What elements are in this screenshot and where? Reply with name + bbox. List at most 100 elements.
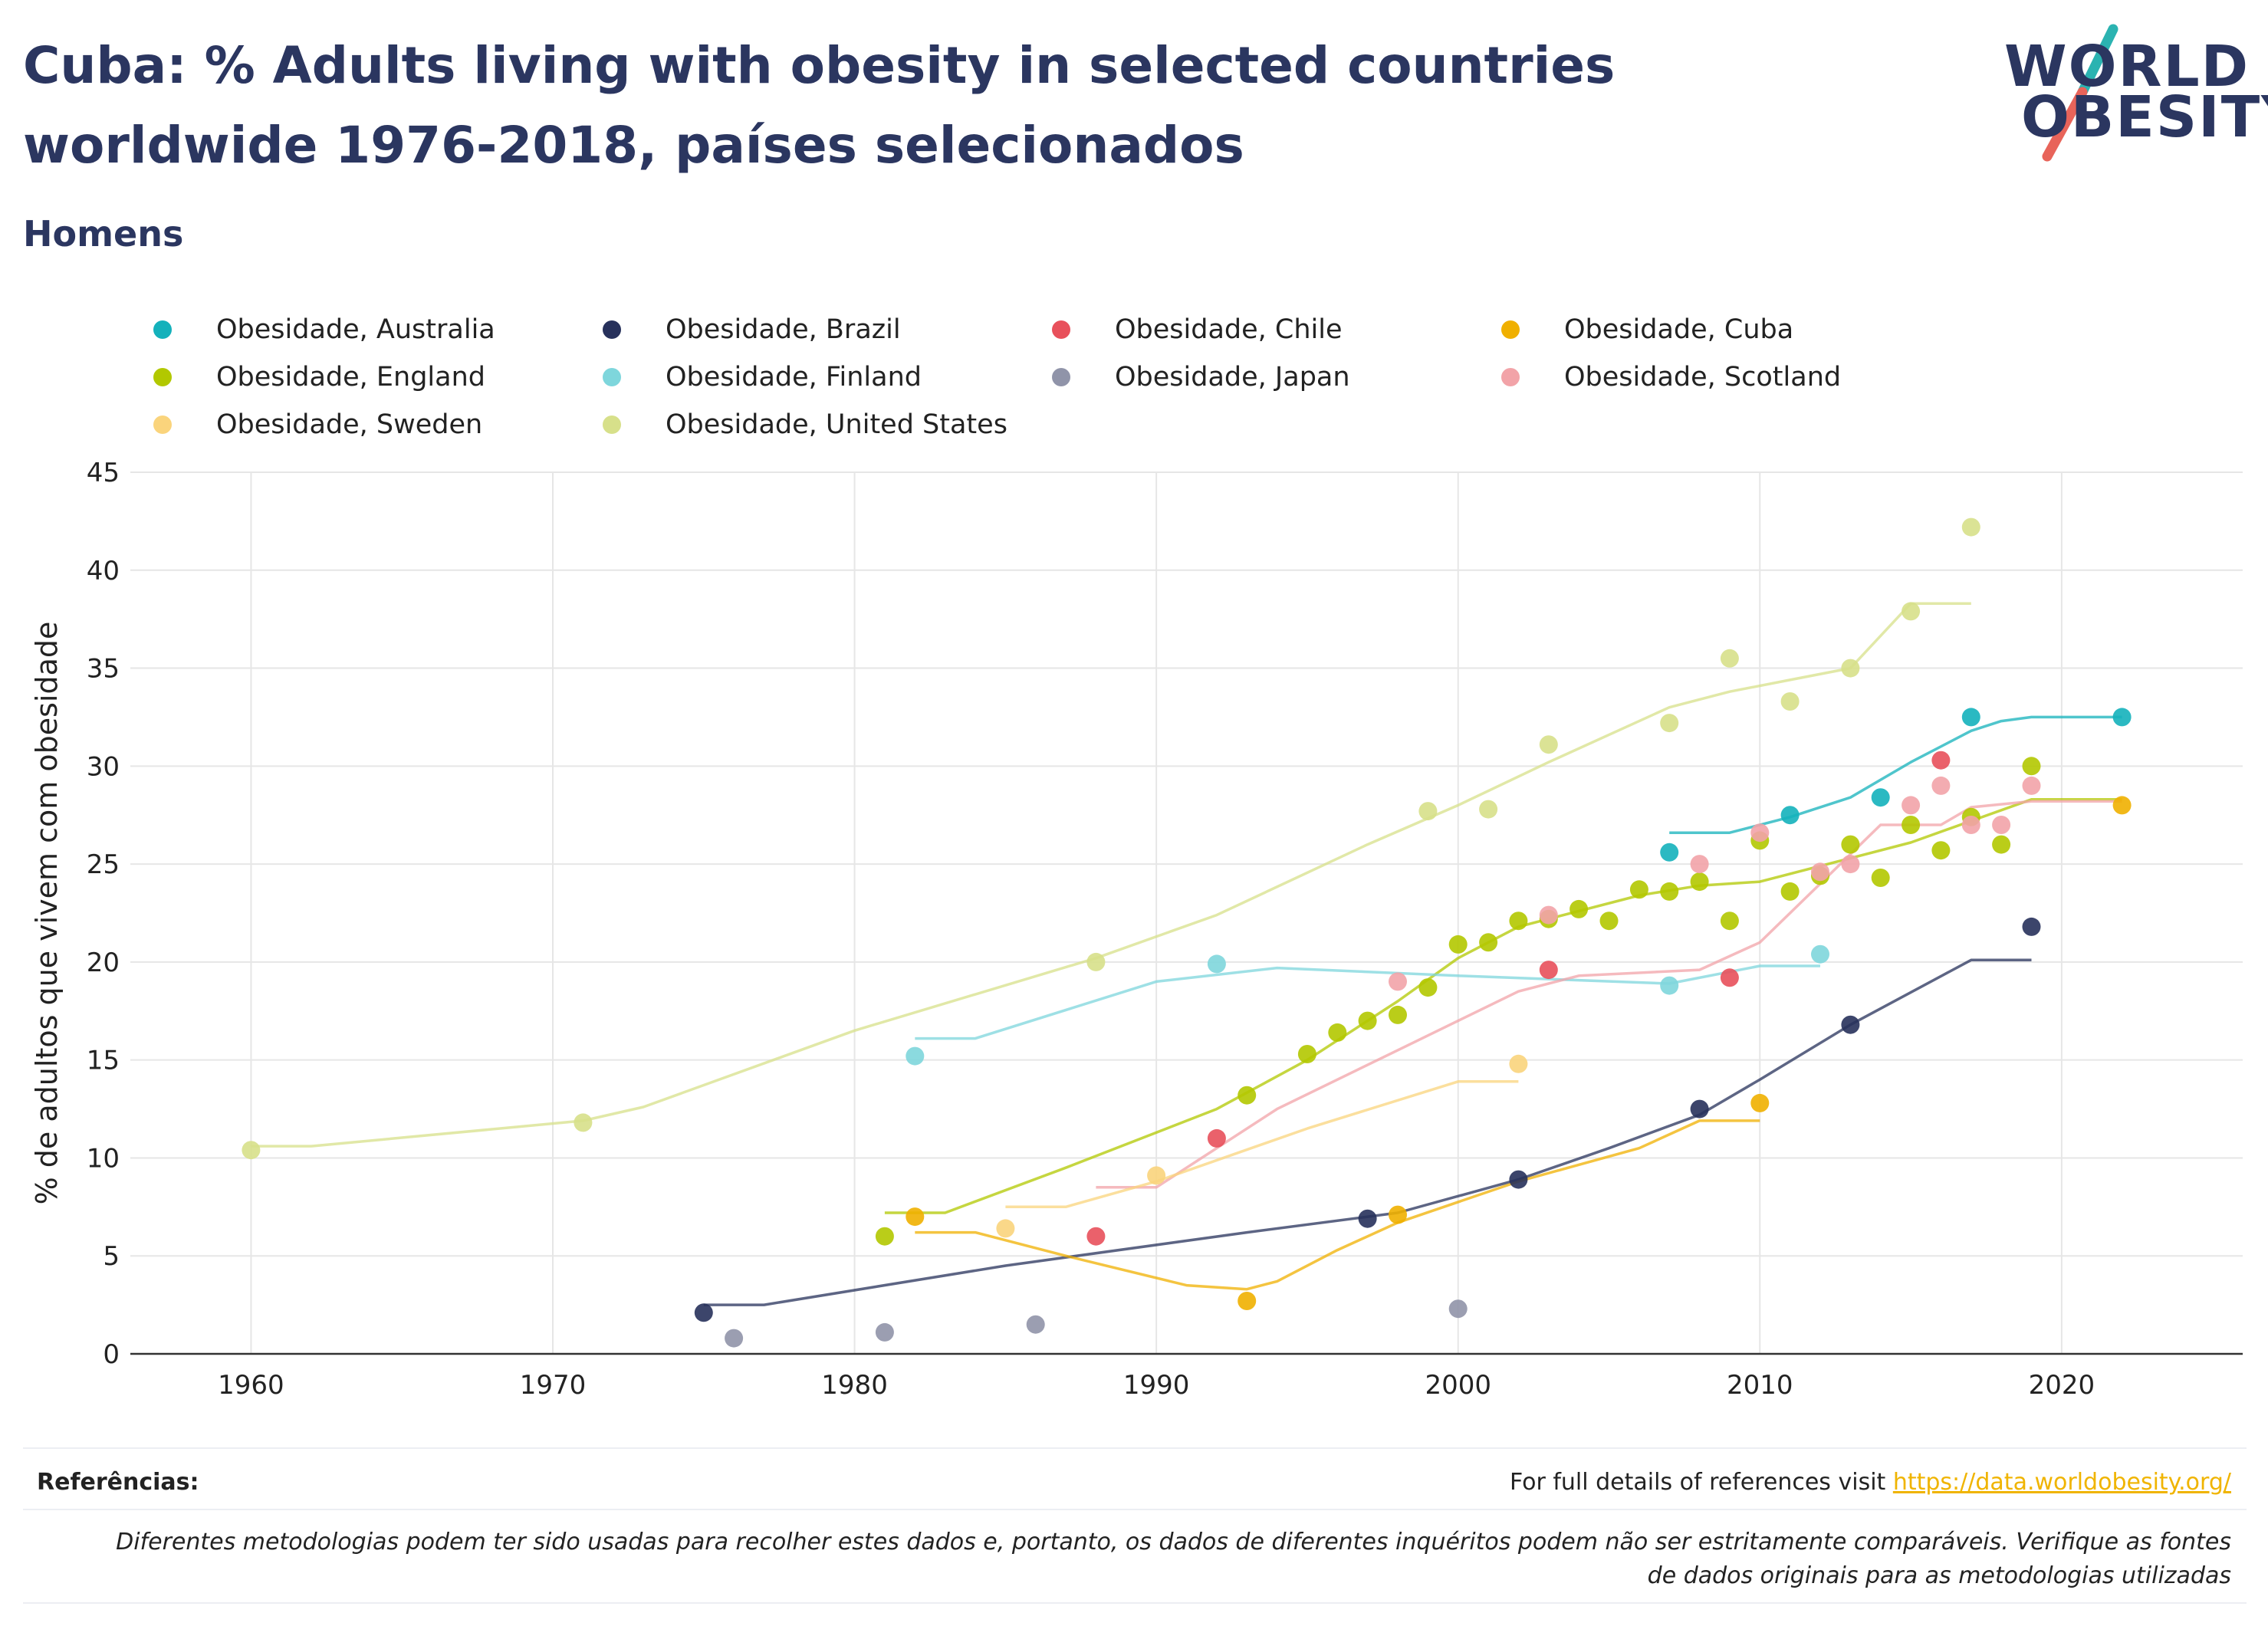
data-point (1328, 1023, 1347, 1042)
legend-marker (1052, 320, 1070, 339)
data-point (1992, 816, 2011, 834)
legend-marker (1501, 320, 1520, 339)
data-point (1902, 602, 1921, 621)
data-point (1358, 1209, 1377, 1228)
data-point (1418, 978, 1438, 997)
data-point (242, 1141, 261, 1160)
data-point (2112, 708, 2132, 727)
y-tick-label: 20 (87, 948, 120, 978)
data-point (1147, 1166, 1166, 1185)
legend-marker (603, 320, 621, 339)
y-tick-label: 35 (87, 654, 120, 685)
data-point (875, 1227, 894, 1246)
data-point (1418, 802, 1438, 821)
y-tick-label: 45 (87, 458, 120, 488)
data-point (1841, 835, 1860, 854)
data-point (1660, 882, 1679, 901)
x-tick-label: 1980 (821, 1370, 888, 1401)
data-point (1780, 692, 1800, 711)
data-point (1629, 880, 1648, 899)
data-point (1992, 835, 2011, 854)
data-point (1931, 841, 1951, 860)
data-point (1931, 751, 1951, 770)
legend-label: Obesidade, England (216, 362, 486, 393)
page-title: Cuba: % Adults living with obesity in se… (23, 36, 1616, 175)
trend-line (915, 1119, 1760, 1291)
y-tick-label: 0 (103, 1339, 120, 1370)
legend-marker (1501, 368, 1520, 386)
data-point (1720, 968, 1739, 987)
methodology-note-line1: Diferentes metodologias podem ter sido u… (116, 1529, 2231, 1555)
data-point (2022, 917, 2041, 936)
legend-label: Obesidade, Chile (1115, 314, 1343, 345)
data-point (1690, 872, 1709, 892)
data-point (2112, 796, 2132, 815)
logo-word-world: WORLD (2004, 34, 2250, 100)
legend-label: Obesidade, Scotland (1564, 362, 1842, 393)
legend-item[interactable]: Obesidade, Chile (1052, 307, 1343, 353)
data-point (1509, 1054, 1528, 1073)
data-point (1448, 935, 1468, 954)
data-point (1871, 788, 1890, 807)
legend-item[interactable]: Obesidade, Cuba (1501, 307, 1793, 353)
data-point (725, 1329, 744, 1348)
y-axis-title: % de adultos que vivem com obesidade (30, 622, 64, 1205)
methodology-note: Diferentes metodologias podem ter sido u… (38, 1526, 2231, 1593)
logo-slash-icon (2042, 24, 2118, 162)
y-tick-label: 30 (87, 751, 120, 782)
footer-divider-top (23, 1447, 2247, 1449)
legend-item[interactable]: Obesidade, Sweden (153, 402, 482, 448)
data-point (1238, 1292, 1257, 1310)
y-tick-label: 5 (103, 1241, 120, 1272)
legend-item[interactable]: Obesidade, United States (603, 402, 1007, 448)
legend-item[interactable]: Obesidade, Australia (153, 307, 495, 353)
legend-item[interactable]: Obesidade, Finland (603, 354, 922, 400)
data-point (1297, 1045, 1316, 1063)
footer-divider-middle (23, 1509, 2247, 1510)
data-point (1811, 862, 1829, 882)
chart-legend: Obesidade, Australia Obesidade, Brazil Obe… (153, 307, 1994, 452)
y-tick-label: 25 (87, 849, 120, 880)
data-point (1841, 659, 1860, 678)
data-point (694, 1303, 713, 1322)
legend-item[interactable]: Obesidade, Scotland (1501, 354, 1841, 400)
trend-line (884, 798, 2122, 1214)
data-point (1238, 1086, 1257, 1105)
data-point (1509, 1170, 1528, 1189)
trend-line (251, 602, 1971, 1148)
data-point (1539, 961, 1558, 980)
legend-label: Obesidade, United States (666, 409, 1007, 440)
data-point (1570, 899, 1589, 918)
references-link[interactable]: https://data.worldobesity.org/ (1892, 1469, 2231, 1496)
data-point (906, 1046, 925, 1066)
data-point (1961, 708, 1980, 727)
data-point (875, 1322, 894, 1342)
legend-marker (153, 368, 172, 386)
data-point (1660, 976, 1679, 995)
legend-item[interactable]: Obesidade, Japan (1052, 354, 1350, 400)
data-point (1207, 1128, 1226, 1148)
trend-line (1096, 800, 2122, 1189)
data-point (1961, 816, 1980, 834)
data-point (1479, 933, 1498, 952)
legend-marker (153, 320, 172, 339)
legend-item[interactable]: Obesidade, Brazil (603, 307, 901, 353)
references-text: For full details of references visit htt… (1510, 1469, 2231, 1496)
data-point (996, 1219, 1015, 1238)
footer-divider-bottom (23, 1602, 2247, 1604)
data-point (1961, 517, 1980, 537)
x-tick-label: 1990 (1123, 1370, 1190, 1401)
x-tick-label: 2000 (1425, 1370, 1491, 1401)
references-prefix: For full details of references visit (1509, 1469, 1886, 1496)
data-point (1660, 714, 1679, 733)
legend-item[interactable]: Obesidade, England (153, 354, 485, 400)
x-tick-label: 1960 (218, 1370, 284, 1401)
data-point (1479, 800, 1498, 819)
data-point (1539, 905, 1558, 925)
data-point (1720, 649, 1739, 668)
data-point (1690, 1099, 1709, 1118)
data-point (1389, 1205, 1407, 1224)
data-point (2022, 776, 2041, 795)
legend-marker (603, 416, 621, 434)
legend-marker (153, 416, 172, 434)
